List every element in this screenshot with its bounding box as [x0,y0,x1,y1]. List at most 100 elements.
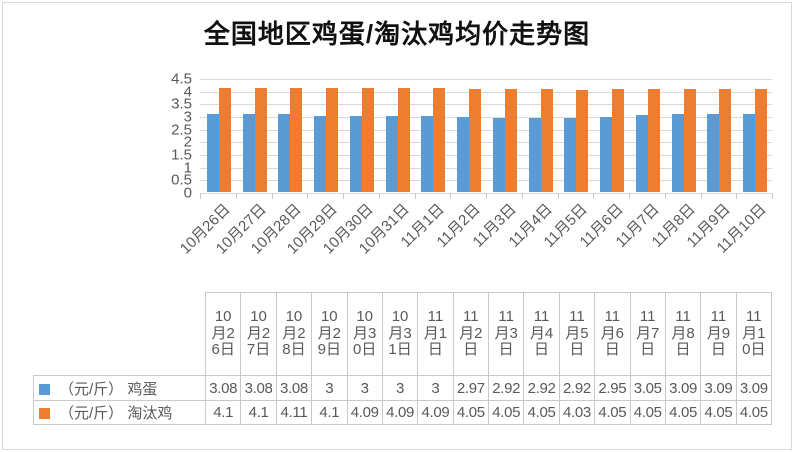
table-value-cell: 4.05 [452,400,490,425]
x-axis-tick [271,193,273,199]
x-axis [200,193,773,200]
gridline [200,117,772,118]
table-value-cell: 3.09 [700,375,737,401]
egg-series-bar[interactable] [707,113,720,192]
chicken-series-bar[interactable] [433,88,446,192]
egg-series-bar[interactable] [314,116,327,192]
egg-series-bar[interactable] [671,113,684,192]
gridline [200,91,772,93]
chicken-series-bar[interactable] [683,89,696,192]
y-axis-tick-label: 4 [183,83,192,101]
gridline [200,180,772,182]
table-value-cell: 3.09 [735,375,773,401]
table-value-cell: 3.08 [240,375,277,401]
data-table: 10月26日 10月27日 10月28日 10月29日 10月30日 10月31日 11月1… [33,292,773,425]
chicken-series-bar[interactable] [540,89,553,192]
table-value-cell: 4.1 [311,400,348,425]
gridline [200,155,772,156]
table-value-cell: 3 [381,375,419,401]
table-date-header-cell: 11月5日 [558,292,596,376]
chicken-series-bar[interactable] [326,88,339,192]
y-axis: 0 0.5 1 1.5 2 2.5 3 3.5 4 4.5 [146,72,196,201]
table-date-header-cell: 11月4日 [523,292,560,376]
y-axis-tick-label: 0 [183,184,192,202]
x-axis-tick [450,193,452,199]
x-axis-tick [557,193,559,199]
table-value-cell: 4.05 [487,400,525,425]
table-value-cell: 3.09 [664,375,702,401]
y-axis-tick-label: 1.5 [171,146,192,164]
egg-series-swatch-icon [39,383,50,395]
x-axis-tick [235,193,237,199]
egg-series-bar[interactable] [457,116,470,192]
x-axis-tick [486,193,487,199]
x-axis-tick [593,193,595,199]
y-axis-tick-label: 1 [183,159,192,177]
table-value-cell: 4.05 [735,400,773,425]
table-date-header-cell: 11月1日 [417,292,454,376]
table-value-cell: 3 [417,375,454,401]
chicken-series-bar[interactable] [612,89,625,192]
table-value-cell: 3.08 [204,375,242,401]
table-corner-blank [34,293,206,376]
x-axis-tick [772,193,773,199]
egg-series-bar[interactable] [206,113,219,192]
chicken-series-bar[interactable] [290,87,303,192]
chart-title: 全国地区鸡蛋/淘汰鸡均价走势图 [203,19,591,49]
x-axis-tick [200,193,201,199]
chicken-series-bar[interactable] [469,89,482,192]
x-axis-tick [700,193,702,199]
y-axis-tick-label: 3 [183,108,192,126]
egg-series-bar[interactable] [743,113,756,192]
table-date-header-cell: 11月9日 [700,292,737,376]
table-date-header-cell: 10月29日 [311,292,348,376]
table-value-cell: 3 [346,375,383,401]
table-date-header-cell: 10月31日 [381,292,419,376]
gridline [200,104,772,106]
x-axis-tick [307,193,309,199]
table-value-cell: 3 [311,375,348,401]
chicken-series-bar[interactable] [755,89,768,192]
table-value-cell: 2.95 [594,375,631,401]
series-name-label: （元/斤） 鸡蛋 [59,380,158,398]
egg-series-bar[interactable] [385,116,398,192]
table-value-cell: 4.03 [558,400,596,425]
gridline [200,142,772,144]
chicken-series-bar[interactable] [576,89,589,192]
chicken-series-bar[interactable] [647,89,660,192]
x-axis-tick [414,193,416,199]
table-date-header-cell: 11月6日 [594,292,631,376]
table-value-cell: 4.05 [594,400,631,425]
chicken-series-bar[interactable] [719,89,732,192]
x-axis-tick [378,193,380,199]
egg-series-bar[interactable] [349,116,362,192]
table-value-cell: 4.05 [523,400,560,425]
table-value-cell: 4.1 [204,400,242,425]
chicken-series-bar[interactable] [504,89,517,192]
egg-series-bar[interactable] [492,118,505,192]
legend-cell-chicken: （元/斤） 淘汰鸡 [33,400,206,425]
chart-data-table: 10月26日 10月27日 10月28日 10月29日 10月30日 10月31日 11月1… [33,292,773,425]
table-value-cell: 4.05 [664,400,702,425]
table-date-header-cell: 11月2日 [452,292,490,376]
chicken-series-bar[interactable] [218,88,231,192]
table-value-cell: 4.1 [240,400,277,425]
egg-series-bar[interactable] [528,118,541,192]
chicken-series-bar[interactable] [397,88,410,192]
egg-series-bar[interactable] [600,117,613,192]
x-axis-tick [343,193,344,199]
table-date-header-cell: 10月30日 [346,292,383,376]
egg-series-bar[interactable] [278,113,291,192]
egg-series-bar[interactable] [242,113,255,192]
egg-series-bar[interactable] [564,118,577,192]
egg-series-bar[interactable] [635,114,648,192]
chicken-series-bar[interactable] [361,88,374,192]
egg-series-bar[interactable] [421,116,434,192]
table-date-header-cell: 11月3日 [487,292,525,376]
table-date-header-cell: 11月10日 [735,292,773,376]
table-date-header-cell: 10月26日 [204,292,242,376]
chicken-series-swatch-icon [39,408,50,419]
table-value-cell: 2.92 [487,375,525,401]
chicken-series-bar[interactable] [254,88,267,192]
